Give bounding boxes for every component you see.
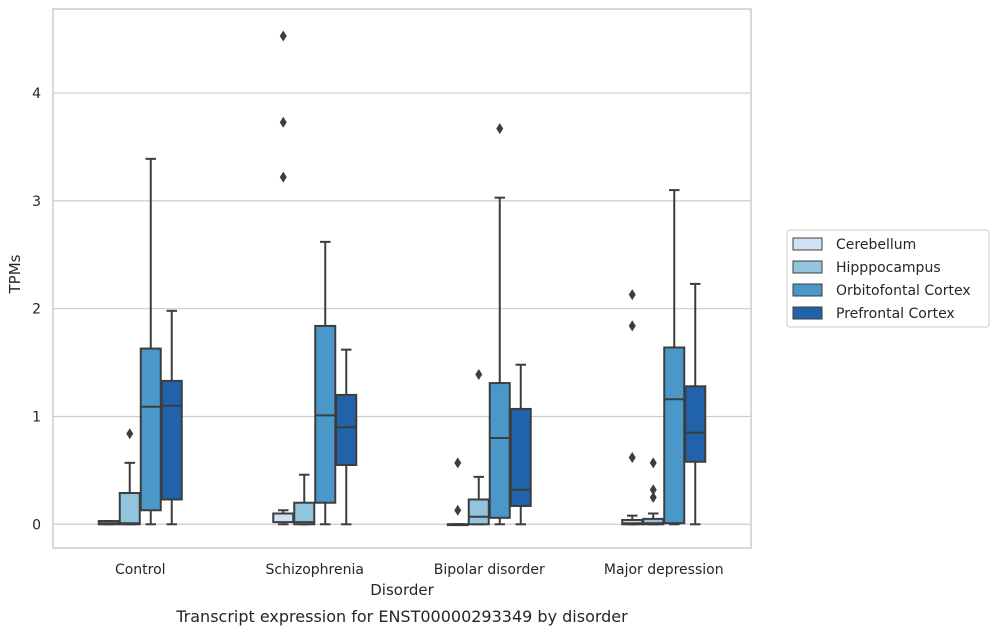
legend-swatch (792, 283, 823, 297)
outlier-point (649, 491, 657, 503)
legend-item-hipppocampus: Hipppocampus (792, 260, 941, 276)
x-tick-label-bipolar-disorder: Bipolar disorder (434, 562, 545, 578)
y-tick-label-0: 0 (32, 517, 41, 533)
outlier-point (454, 504, 462, 516)
y-axis-ticks: 0 1 2 3 4 (32, 86, 41, 533)
box-iqr (118, 492, 141, 526)
outlier-point (649, 484, 657, 496)
box-orbitofontal-cortex-3 (663, 189, 686, 526)
box-iqr (684, 385, 707, 463)
y-tick-label-1: 1 (32, 409, 41, 425)
box-iqr (314, 324, 337, 504)
box-cerebellum-2 (446, 457, 469, 527)
box-cerebellum-3 (621, 289, 644, 526)
box-prefrontal-cortex-2 (509, 363, 532, 526)
box-orbitofontal-cortex-1 (314, 240, 337, 526)
x-tick-label-major-depression: Major depression (604, 562, 724, 578)
y-axis-label: TPMs (6, 254, 24, 294)
x-tick-label-schizophrenia: Schizophrenia (266, 562, 364, 578)
box-prefrontal-cortex-3 (684, 282, 707, 526)
box-hipppocampus-2 (467, 368, 490, 526)
box-iqr (160, 379, 183, 501)
legend-swatch (792, 306, 823, 320)
box-hipppocampus-0 (118, 428, 141, 526)
box-iqr (293, 501, 316, 526)
y-tick-label-3: 3 (32, 194, 41, 210)
legend-label: Prefrontal Cortex (836, 306, 955, 322)
box-hipppocampus-3 (642, 457, 665, 526)
outlier-point (454, 457, 462, 469)
box-cerebellum-1 (272, 30, 295, 526)
box-iqr (272, 512, 295, 524)
legend-item-cerebellum: Cerebellum (792, 237, 916, 253)
outlier-point (496, 123, 504, 135)
legend-frame (786, 229, 990, 328)
box-orbitofontal-cortex-2 (488, 123, 511, 526)
chart-caption: Transcript expression for ENST0000029334… (175, 607, 628, 626)
outlier-point (628, 451, 636, 463)
plot-frame (52, 8, 752, 549)
outlier-point (279, 171, 287, 183)
x-axis-label: Disorder (370, 581, 434, 599)
x-tick-label-control: Control (115, 562, 166, 578)
box-iqr (663, 346, 686, 525)
legend-swatch (792, 237, 823, 251)
box-hipppocampus-1 (293, 473, 316, 526)
outlier-point (126, 428, 134, 440)
box-orbitofontal-cortex-0 (139, 157, 162, 526)
box-cerebellum-0 (97, 520, 120, 526)
y-tick-label-4: 4 (32, 86, 41, 102)
box-iqr (139, 347, 162, 512)
outlier-point (649, 457, 657, 469)
legend-label: Hipppocampus (836, 260, 941, 276)
outlier-point (475, 368, 483, 380)
box-prefrontal-cortex-1 (335, 348, 358, 526)
outlier-point (279, 116, 287, 128)
outlier-point (628, 320, 636, 332)
box-prefrontal-cortex-0 (160, 309, 183, 526)
box-iqr (335, 393, 358, 466)
legend: Cerebellum Hipppocampus Orbitofontal Corte… (786, 229, 990, 328)
legend-item-prefrontal-cortex: Prefrontal Cortex (792, 306, 955, 322)
legend-label: Orbitofontal Cortex (836, 283, 971, 299)
outlier-point (279, 30, 287, 42)
x-axis-ticks: Control Schizophrenia Bipolar disorder Majo… (115, 562, 724, 578)
legend-item-orbitofontal-cortex: Orbitofontal Cortex (792, 283, 971, 299)
legend-label: Cerebellum (836, 237, 916, 253)
outlier-point (628, 289, 636, 301)
legend-swatch (792, 260, 823, 274)
box-iqr (509, 407, 532, 507)
box-iqr (488, 382, 511, 519)
box-series (97, 30, 707, 527)
y-tick-label-2: 2 (32, 302, 41, 318)
box-iqr (467, 498, 490, 526)
